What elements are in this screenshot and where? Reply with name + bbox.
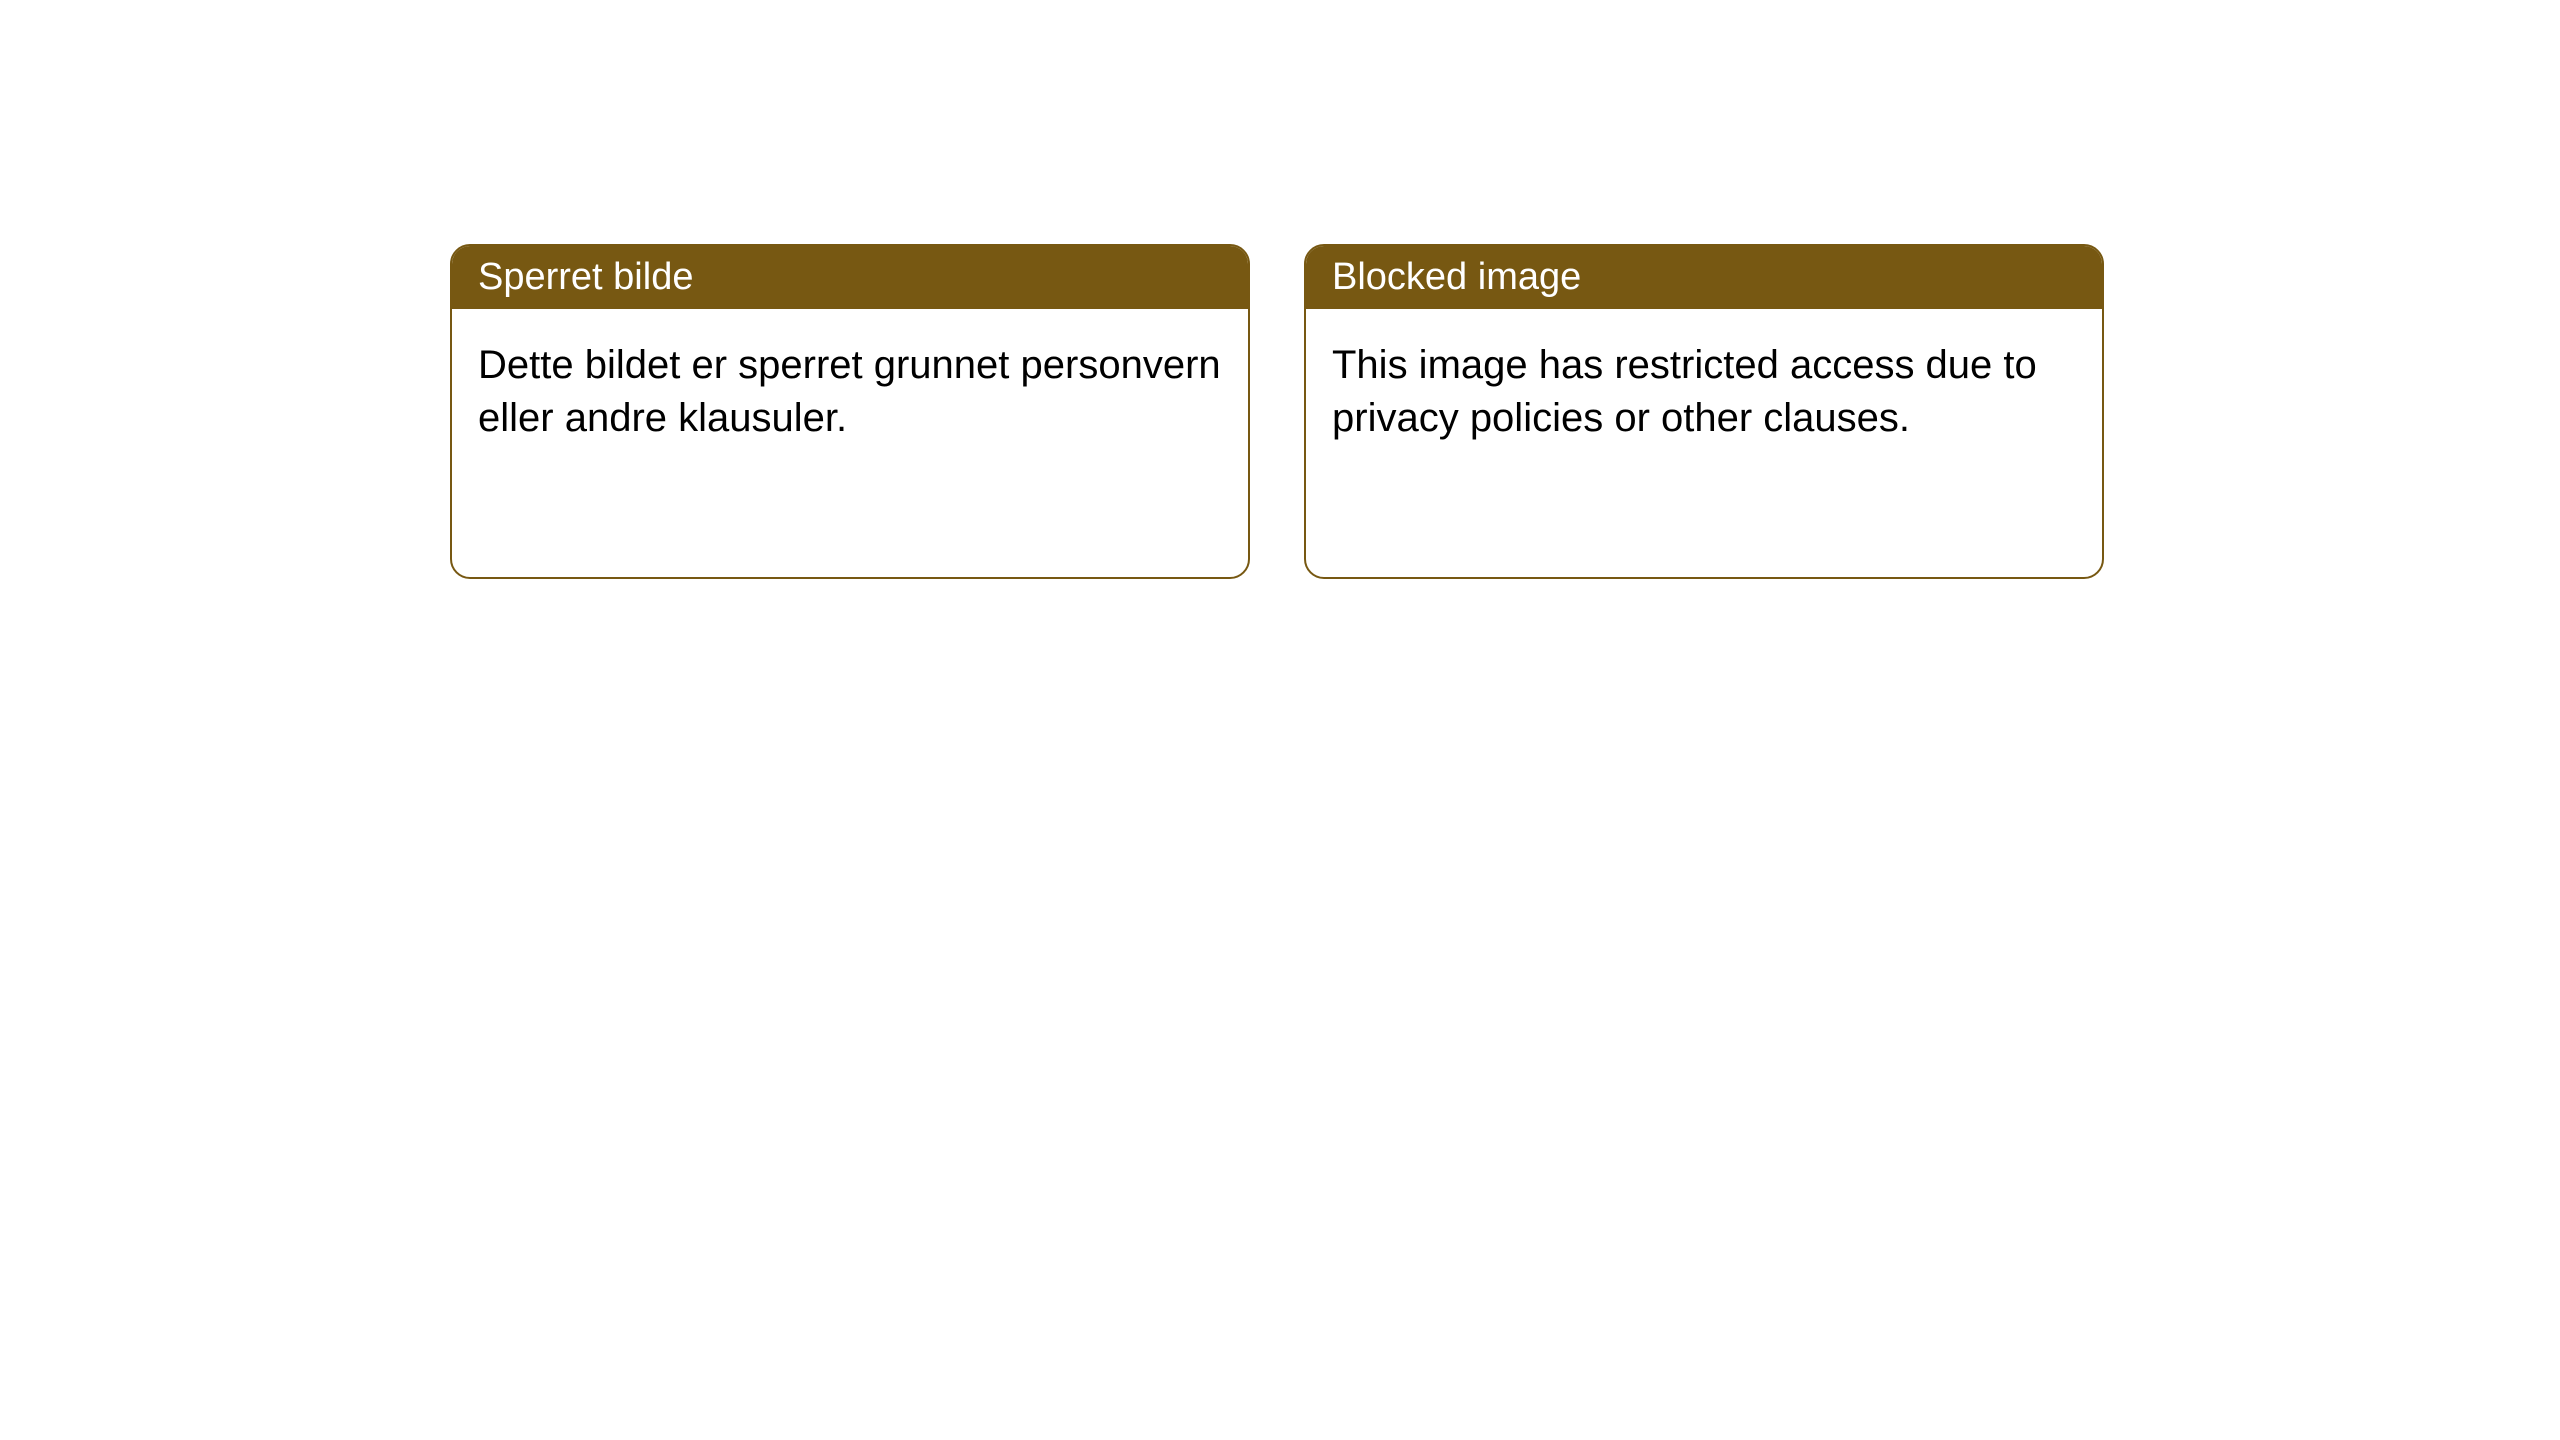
card-header: Sperret bilde [452,246,1248,309]
card-header: Blocked image [1306,246,2102,309]
card-body: Dette bildet er sperret grunnet personve… [452,309,1248,475]
card-body: This image has restricted access due to … [1306,309,2102,475]
blocked-image-card-no: Sperret bilde Dette bildet er sperret gr… [450,244,1250,579]
card-body-text: Dette bildet er sperret grunnet personve… [478,343,1221,440]
card-title: Blocked image [1332,256,1581,298]
blocked-image-card-en: Blocked image This image has restricted … [1304,244,2104,579]
card-title: Sperret bilde [478,256,693,298]
notice-container: Sperret bilde Dette bildet er sperret gr… [450,244,2104,579]
card-body-text: This image has restricted access due to … [1332,343,2037,440]
